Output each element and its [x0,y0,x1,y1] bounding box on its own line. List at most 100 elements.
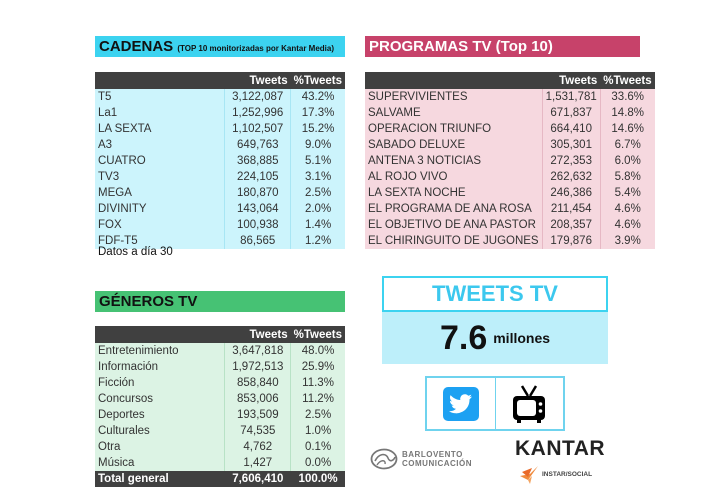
table-row: T5 3,122,087 43.2% [95,89,345,105]
row-pct: 5.1% [290,153,345,169]
table-row: FOX 100,938 1.4% [95,217,345,233]
table-row: A3 649,763 9.0% [95,137,345,153]
table-row: Ficción 858,840 11.3% [95,375,345,391]
row-tweets: 368,885 [224,153,291,169]
row-tweets: 4,762 [224,439,291,455]
table-row: OPERACION TRIUNFO 664,410 14.6% [365,121,655,137]
row-pct: 0.0% [290,455,345,471]
row-name: CUATRO [95,153,225,169]
table-row: EL OBJETIVO DE ANA PASTOR 208,357 4.6% [365,217,655,233]
row-name: T5 [95,89,225,105]
table-row: SABADO DELUXE 305,301 6.7% [365,137,655,153]
table-header: Tweets %Tweets [95,72,345,89]
tv-cell [494,378,564,429]
row-name: Concursos [95,391,225,407]
row-pct: 14.8% [599,105,655,121]
instar-text: INSTAR/SOCIAL [542,471,593,478]
row-pct: 1.2% [290,233,345,249]
row-name: Deportes [95,407,225,423]
row-tweets: 211,454 [541,201,601,217]
table-row: EL PROGRAMA DE ANA ROSA 211,454 4.6% [365,201,655,217]
row-pct: 3.9% [599,233,655,249]
row-pct: 48.0% [290,343,345,359]
row-pct: 25.9% [290,359,345,375]
row-tweets: 224,105 [224,169,291,185]
table-row: EL CHIRINGUITO DE JUGONES 179,876 3.9% [365,233,655,249]
cadenas-title-text: CADENAS [99,38,174,55]
row-pct: 9.0% [290,137,345,153]
row-name: Otra [95,439,225,455]
cadenas-title: CADENAS (TOP 10 monitorizadas por Kantar… [95,36,345,57]
row-tweets: 208,357 [541,217,601,233]
header-name [95,326,225,343]
row-name: LA SEXTA NOCHE [365,185,543,201]
row-tweets: 262,632 [541,169,601,185]
summary-unit: millones [493,330,551,346]
row-pct: 14.6% [599,121,655,137]
row-pct: 1.4% [290,217,345,233]
row-pct: 43.2% [290,89,345,105]
row-name: SUPERVIVIENTES [365,89,543,105]
table-header: Tweets %Tweets [365,72,655,89]
total-label: Total general [95,471,225,487]
row-tweets: 649,763 [224,137,291,153]
row-tweets: 664,410 [541,121,601,137]
twitter-icon [442,386,479,421]
row-pct: 11.3% [290,375,345,391]
row-tweets: 1,972,513 [224,359,291,375]
header-tweets: Tweets [224,72,291,89]
row-name: ANTENA 3 NOTICIAS [365,153,543,169]
row-pct: 6.7% [599,137,655,153]
table-row: LA SEXTA NOCHE 246,386 5.4% [365,185,655,201]
header-pct: %Tweets [600,72,655,89]
row-name: TV3 [95,169,225,185]
row-name: DIVINITY [95,201,225,217]
row-name: Culturales [95,423,225,439]
row-tweets: 74,535 [224,423,291,439]
row-tweets: 3,122,087 [224,89,291,105]
barlovento-logo: BARLOVENTO COMUNICACIÓN [370,448,472,470]
programas-table: Tweets %Tweets SUPERVIVIENTES 1,531,781 33… [365,72,655,249]
row-tweets: 246,386 [541,185,601,201]
barlovento-line2: COMUNICACIÓN [402,459,472,468]
instar-social-logo: INSTAR/SOCIAL [518,462,592,484]
row-tweets: 671,837 [541,105,601,121]
kantar-logo: KANTAR [515,437,606,460]
table-row: MEGA 180,870 2.5% [95,185,345,201]
header-tweets: Tweets [542,72,601,89]
row-name: SALVAME [365,105,543,121]
table-row: SALVAME 671,837 14.8% [365,105,655,121]
row-name: AL ROJO VIVO [365,169,543,185]
row-tweets: 86,565 [224,233,291,249]
summary-value: 7.6 [439,319,488,357]
icons-box [425,376,565,431]
row-pct: 11.2% [290,391,345,407]
row-tweets: 1,427 [224,455,291,471]
row-name: OPERACION TRIUNFO [365,121,543,137]
tweets-summary-box: TWEETS TV 7.6 millones [382,276,608,364]
barlovento-line1: BARLOVENTO [402,450,463,459]
summary-title: TWEETS TV [382,276,608,312]
table-row: Entretenimiento 3,647,818 48.0% [95,343,345,359]
row-name: FDF-T5 [95,233,225,249]
row-tweets: 180,870 [224,185,291,201]
row-name: Entretenimiento [95,343,225,359]
row-name: FOX [95,217,225,233]
row-pct: 2.5% [290,407,345,423]
table-row: CUATRO 368,885 5.1% [95,153,345,169]
total-tweets: 7,606,410 [224,471,291,487]
row-name: Ficción [95,375,225,391]
row-pct: 1.0% [290,423,345,439]
row-tweets: 179,876 [541,233,601,249]
row-pct: 15.2% [290,121,345,137]
table-row: Deportes 193,509 2.5% [95,407,345,423]
row-pct: 5.8% [599,169,655,185]
barlovento-mark-icon [370,448,398,470]
row-name: LA SEXTA [95,121,225,137]
data-date-note: Datos a día 30 [98,246,173,258]
table-row: Culturales 74,535 1.0% [95,423,345,439]
table-header: Tweets %Tweets [95,326,345,343]
cadenas-table: Tweets %Tweets T5 3,122,087 43.2% La1 1,252… [95,72,345,249]
row-tweets: 1,531,781 [541,89,601,105]
row-name: Información [95,359,225,375]
